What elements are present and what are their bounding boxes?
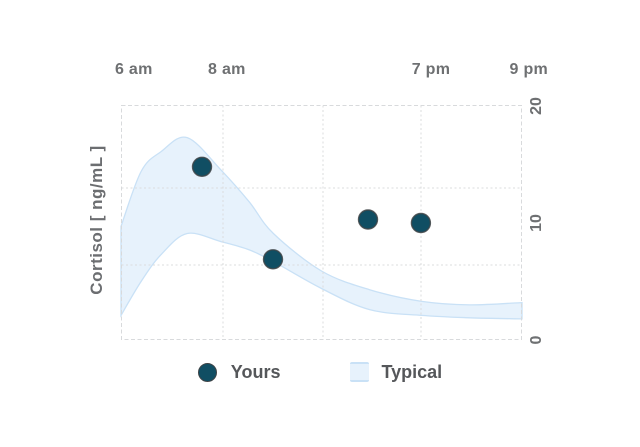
yours-data-point xyxy=(262,249,284,270)
y-axis-title: Cortisol [ ng/mL ] xyxy=(87,145,106,295)
y-tick-label: 10 xyxy=(528,214,545,232)
x-tick-label: 7 pm xyxy=(411,61,451,78)
legend-yours-marker-icon xyxy=(197,362,217,382)
legend-yours-label: Yours xyxy=(230,362,281,382)
yours-data-point xyxy=(410,212,432,234)
x-tick-label: 9 pm xyxy=(509,61,549,78)
typical-range-band xyxy=(120,136,523,320)
x-tick-label: 6 am xyxy=(114,61,153,78)
yours-data-point xyxy=(357,209,379,230)
legend-typical-label: Typical xyxy=(381,362,443,382)
legend: Yours Typical xyxy=(0,361,640,383)
plot-border xyxy=(121,105,522,340)
x-tick-label: 8 am xyxy=(208,61,246,78)
y-tick-label: 0 xyxy=(528,335,545,345)
yours-data-points xyxy=(191,156,432,270)
yours-data-point xyxy=(191,156,213,177)
y-tick-label: 20 xyxy=(528,97,545,115)
plot-area xyxy=(120,105,523,340)
legend-typical-swatch-icon xyxy=(350,362,370,382)
